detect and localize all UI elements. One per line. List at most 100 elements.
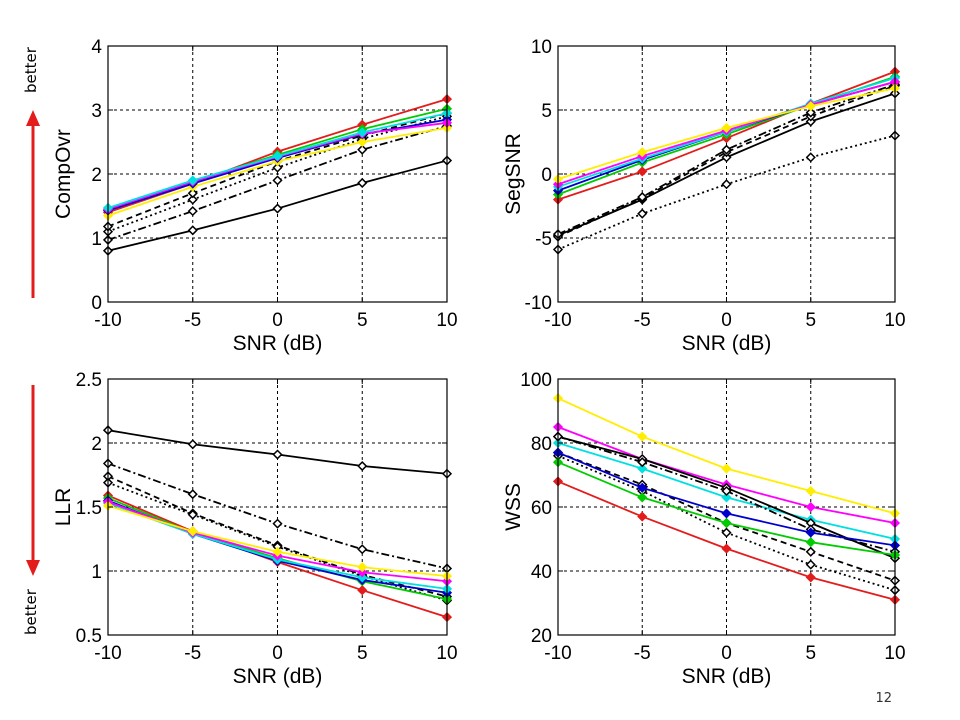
y-axis-label: WSS — [502, 483, 525, 531]
data-point — [357, 585, 368, 596]
data-point — [187, 188, 198, 199]
x-tick-label: 5 — [357, 310, 368, 331]
data-point — [721, 463, 732, 474]
y-tick-label: 0 — [541, 165, 552, 186]
series-line — [557, 84, 896, 238]
y-tick-label: 4 — [91, 37, 102, 58]
y-axis-label: SegSNR — [502, 133, 525, 215]
x-tick-label: -10 — [544, 310, 571, 331]
data-point — [357, 127, 368, 138]
page-number: 12 — [875, 691, 892, 706]
data-point — [805, 537, 816, 548]
data-point — [637, 482, 648, 493]
data-point — [805, 101, 816, 112]
x-tick-label: -5 — [184, 310, 201, 331]
data-point — [637, 147, 648, 158]
chart-panel-4: -10 -5 0 5 10 20 40 60 80 100 SNR (dB) WSS — [502, 370, 906, 688]
data-point — [357, 460, 368, 472]
y-tick-label: -5 — [535, 229, 552, 250]
y-tick-label: 20 — [531, 626, 552, 647]
x-tick-label: 10 — [884, 310, 905, 331]
data-point — [805, 485, 816, 497]
data-point — [357, 562, 368, 573]
data-point — [272, 151, 283, 162]
data-point — [357, 572, 368, 583]
x-axis-label: SNR (dB) — [682, 332, 772, 355]
x-tick-label: 10 — [884, 643, 905, 664]
better-label-bottom: better — [22, 588, 40, 635]
y-tick-label: 10 — [531, 37, 552, 58]
data-point — [272, 546, 283, 557]
x-tick-label: 10 — [436, 643, 457, 664]
data-point — [805, 546, 816, 557]
y-tick-label: 0 — [91, 293, 102, 314]
y-tick-label: 1.5 — [76, 498, 102, 519]
series-1 — [552, 130, 901, 255]
chart-panel-2: -10 -5 0 5 10 -10 -5 0 5 10 SNR (dB) SegSNR — [502, 37, 906, 355]
data-point — [187, 225, 198, 236]
y-tick-label: 2.5 — [76, 370, 102, 391]
data-point — [187, 489, 198, 500]
data-point — [637, 511, 648, 522]
data-point — [357, 544, 368, 555]
series-10 — [102, 500, 453, 582]
better-up-annotation: better — [22, 46, 40, 298]
data-point — [187, 175, 198, 186]
y-tick-label: -10 — [525, 293, 552, 314]
x-tick-label: -5 — [634, 310, 651, 331]
y-axis-label: CompOvr — [52, 129, 75, 219]
data-point — [805, 559, 816, 570]
x-tick-label: 5 — [805, 310, 816, 331]
y-tick-label: 40 — [531, 562, 552, 583]
y-tick-label: 3 — [91, 101, 102, 122]
better-label-top: better — [22, 46, 40, 93]
x-tick-label: 10 — [436, 310, 457, 331]
x-tick-label: -5 — [184, 643, 201, 664]
data-point — [721, 527, 732, 538]
data-point — [721, 144, 732, 155]
x-tick-label: -10 — [94, 310, 121, 331]
data-point — [637, 431, 648, 442]
series-9 — [552, 457, 901, 561]
data-point — [721, 517, 732, 529]
x-axis-label: SNR (dB) — [682, 665, 772, 688]
chart-panel-1: -10 -5 0 5 10 0 1 2 3 4 SNR (dB) CompOvr — [52, 37, 458, 355]
y-tick-label: 5 — [541, 101, 552, 122]
data-point — [805, 107, 816, 118]
data-point — [272, 449, 283, 460]
series-1 — [102, 425, 453, 479]
data-point — [637, 457, 648, 468]
data-point — [272, 162, 283, 173]
arrow-up-icon — [26, 110, 40, 126]
data-point — [357, 567, 368, 578]
data-point — [187, 206, 198, 217]
data-point — [721, 508, 732, 519]
data-point — [637, 208, 648, 219]
data-point — [637, 463, 648, 474]
data-point — [721, 152, 732, 163]
y-tick-label: 0.5 — [76, 626, 102, 647]
x-tick-label: 0 — [272, 643, 283, 664]
x-tick-label: -10 — [94, 643, 121, 664]
x-tick-label: 0 — [721, 310, 732, 331]
data-point — [805, 501, 816, 513]
data-point — [637, 166, 648, 177]
x-tick-label: 0 — [272, 310, 283, 331]
y-tick-label: 1 — [91, 229, 102, 250]
y-tick-label: 100 — [520, 370, 552, 391]
data-point — [357, 136, 368, 148]
data-point — [721, 492, 732, 503]
data-point — [721, 485, 732, 497]
y-tick-label: 80 — [531, 434, 552, 455]
x-axis-label: SNR (dB) — [233, 665, 323, 688]
x-tick-label: 5 — [805, 643, 816, 664]
chart-panel-3: -10 -5 0 5 10 0.5 1 1.5 2 2.5 SNR (dB) LLR — [52, 370, 458, 688]
series-2 — [102, 120, 453, 245]
data-point — [187, 194, 198, 205]
y-tick-label: 2 — [91, 165, 102, 186]
x-tick-label: -10 — [544, 643, 571, 664]
data-point — [272, 203, 283, 214]
y-tick-label: 2 — [91, 434, 102, 455]
data-point — [272, 518, 283, 529]
